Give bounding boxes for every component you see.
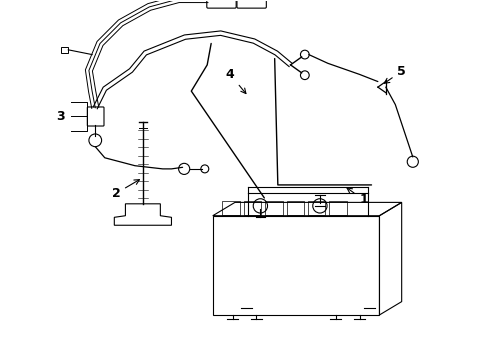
Bar [307, 202, 325, 215]
Bar [286, 202, 304, 215]
Text: 1: 1 [346, 188, 367, 206]
Text: 2: 2 [111, 180, 139, 200]
Text: 3: 3 [56, 110, 64, 123]
Bar [61, 47, 68, 53]
Bar [264, 202, 282, 215]
Text: 4: 4 [225, 68, 245, 94]
Text: 5: 5 [384, 65, 405, 83]
Bar [222, 202, 239, 215]
Bar [243, 202, 261, 215]
Bar [329, 202, 346, 215]
